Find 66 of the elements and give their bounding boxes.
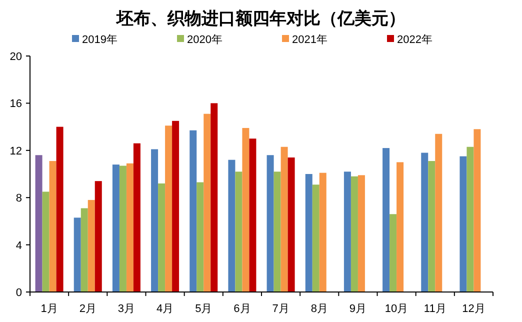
- x-tick-label: 7月: [272, 303, 290, 315]
- bar: [274, 172, 281, 292]
- bar: [435, 134, 442, 292]
- bar: [190, 130, 197, 292]
- bar: [390, 214, 397, 292]
- bar: [204, 114, 211, 292]
- bar: [35, 155, 42, 292]
- bar: [196, 182, 204, 292]
- bar: [228, 160, 236, 292]
- x-tick-label: 8月: [310, 303, 328, 315]
- x-tick-label: 1月: [40, 303, 58, 315]
- bar: [280, 146, 288, 292]
- x-tick-label: 2月: [79, 303, 96, 315]
- bar: [133, 143, 140, 292]
- bar: [474, 129, 481, 292]
- bar: [126, 163, 134, 292]
- y-tick-label: 12: [10, 145, 22, 158]
- bar: [319, 172, 326, 292]
- bar: [119, 166, 126, 292]
- bar: [151, 149, 158, 292]
- bar: [428, 161, 436, 292]
- bar: [42, 192, 50, 292]
- y-tick-label: 16: [10, 98, 22, 110]
- x-tick-label: 4月: [156, 303, 174, 315]
- y-tick-label: 20: [10, 51, 22, 63]
- x-tick-label: 12月: [462, 303, 486, 315]
- bar: [266, 155, 274, 292]
- legend-label: 2020年: [187, 34, 222, 46]
- x-tick-label: 3月: [118, 303, 136, 315]
- bar: [165, 126, 172, 292]
- y-tick-label: 8: [16, 192, 22, 205]
- bar: [242, 128, 250, 292]
- x-tick-label: 10月: [384, 303, 408, 315]
- x-tick-label: 11月: [424, 303, 446, 315]
- y-tick-label: 0: [16, 287, 22, 299]
- bar: [94, 181, 102, 292]
- bar: [288, 157, 295, 292]
- bar: [466, 146, 474, 292]
- bar: [421, 152, 428, 292]
- bar: [112, 164, 120, 292]
- bar: [56, 126, 64, 292]
- bar: [158, 183, 166, 292]
- x-tick-label: 5月: [195, 303, 212, 315]
- chart-title: 坯布、织物进口额四年对比（亿美元）: [116, 9, 406, 28]
- bar: [80, 208, 88, 292]
- legend-label: 2022年: [397, 34, 432, 46]
- bar: [49, 161, 56, 292]
- bar: [460, 156, 467, 292]
- x-tick-label: 9月: [349, 303, 367, 315]
- bar: [88, 200, 95, 292]
- y-tick-label: 4: [16, 240, 22, 252]
- legend-label: 2019年: [82, 34, 118, 46]
- bar: [74, 218, 81, 292]
- bar: [358, 175, 365, 292]
- bar: [312, 184, 320, 292]
- bar: [305, 174, 312, 292]
- legend-label: 2021年: [292, 34, 328, 46]
- bar: [350, 176, 358, 292]
- x-tick-label: 6月: [234, 303, 251, 315]
- bar: [382, 148, 390, 292]
- bar: [210, 103, 218, 292]
- bar: [344, 172, 351, 292]
- bar: [396, 162, 404, 292]
- bar: [249, 138, 256, 292]
- bar: [235, 172, 242, 292]
- bar: [172, 120, 180, 292]
